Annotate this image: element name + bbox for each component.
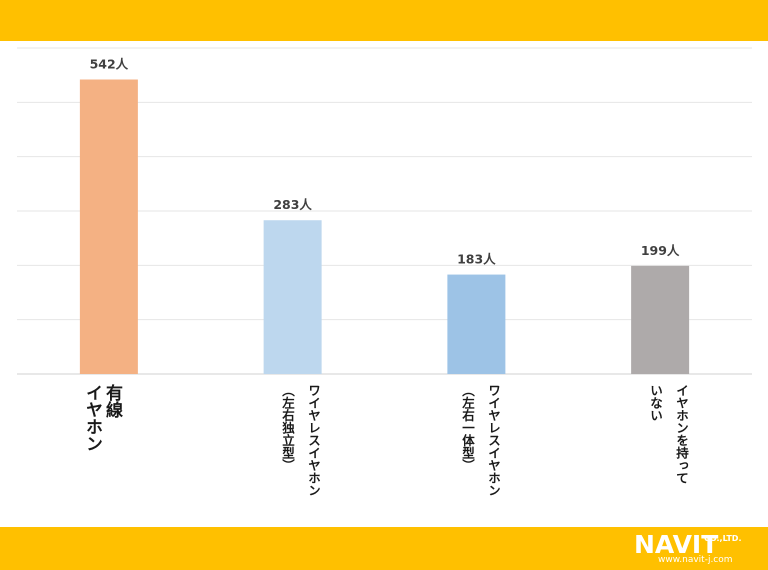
gridlines	[17, 47, 752, 375]
value-label-2: 183人	[457, 252, 496, 267]
navit-logo: NAVIT CO.,LTD. www.navit-j.com	[634, 531, 764, 567]
value-label-1: 283人	[273, 197, 312, 212]
bar-2	[447, 274, 506, 374]
value-label-3: 199人	[641, 243, 680, 258]
logo-url: www.navit-j.com	[658, 555, 733, 565]
bar-chart: 542人 283人 183人 199人	[17, 47, 752, 375]
top-banner	[0, 0, 768, 41]
category-label-wireless-integrated: ワイヤレスイヤホン （左右一体型）	[460, 384, 501, 497]
value-label-0: 542人	[90, 57, 129, 72]
bars	[79, 79, 690, 374]
logo-text: NAVIT	[634, 530, 719, 559]
logo-suffix: CO.,LTD.	[704, 534, 742, 543]
category-label-wireless-independent: ワイヤレスイヤホン （左右独立型）	[280, 384, 321, 497]
category-label-no-earphones: イヤホンを持って いない	[648, 384, 689, 484]
category-label-wired: 有線 イヤホン	[82, 384, 122, 452]
bar-0	[79, 79, 138, 374]
bottom-banner	[0, 527, 768, 570]
value-labels: 542人 283人 183人 199人	[90, 57, 680, 267]
bar-3	[631, 265, 690, 374]
bar-1	[263, 220, 322, 374]
